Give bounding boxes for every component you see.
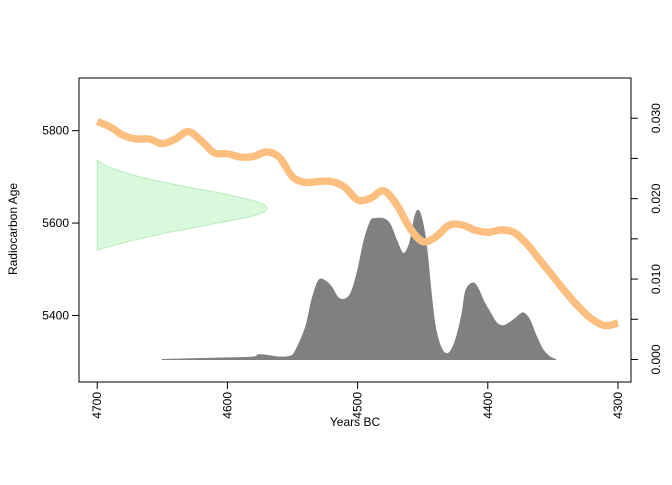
x-tick-label: 4600 bbox=[220, 392, 234, 419]
calibration-curve-band bbox=[95, 118, 619, 330]
x-tick-label: 4400 bbox=[481, 392, 495, 419]
x-tick-label: 4700 bbox=[90, 392, 104, 419]
plot-area bbox=[95, 118, 619, 360]
x-tick-label: 4300 bbox=[611, 392, 625, 419]
calibrated-density-area bbox=[161, 209, 557, 360]
y-axis-label: Radiocarbon Age bbox=[6, 183, 20, 275]
x-axis-label: Years BC bbox=[330, 415, 381, 429]
y2-tick-label: 0.010 bbox=[649, 264, 663, 294]
y-tick-label: 5400 bbox=[42, 308, 69, 322]
radiocarbon-density-area bbox=[96, 159, 268, 251]
axes: 4700 4600 4500 4400 4300 5400 5600 5800 0.000 0.0… bbox=[42, 77, 663, 419]
y-tick-label: 5800 bbox=[42, 124, 69, 138]
y2-tick-label: 0.020 bbox=[649, 183, 663, 213]
x-tick-label: 4500 bbox=[351, 392, 365, 419]
y2-tick-label: 0.030 bbox=[649, 103, 663, 133]
y-tick-label: 5600 bbox=[42, 216, 69, 230]
y2-tick-label: 0.000 bbox=[649, 344, 663, 374]
